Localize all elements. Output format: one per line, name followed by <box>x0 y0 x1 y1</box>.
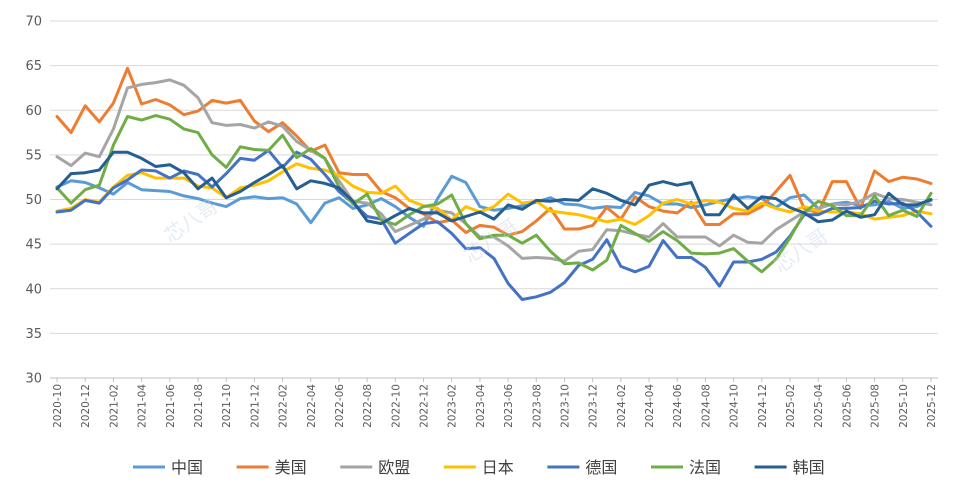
legend-label: 德国 <box>585 458 617 477</box>
x-tick-label: 2024-02 <box>616 384 628 428</box>
x-tick-label: 2024-06 <box>672 384 684 428</box>
legend-label: 美国 <box>275 458 307 477</box>
legend-label: 法国 <box>689 458 721 477</box>
x-tick-label: 2025-10 <box>898 384 910 428</box>
x-tick-label: 2021-12 <box>249 384 261 428</box>
x-tick-label: 2022-06 <box>334 384 346 428</box>
x-tick-label: 2024-08 <box>700 384 712 428</box>
gridlines <box>50 20 938 379</box>
legend-label: 日本 <box>482 458 514 477</box>
x-tick-label: 2020-12 <box>80 384 92 428</box>
x-tick-label: 2025-08 <box>870 384 882 428</box>
x-tick-label: 2020-10 <box>52 384 64 428</box>
x-tick-label: 2021-10 <box>221 384 233 428</box>
x-tick-label: 2024-12 <box>757 384 769 428</box>
x-tick-label: 2025-12 <box>926 384 938 428</box>
y-tick-label: 55 <box>25 148 42 163</box>
x-tick-label: 2024-10 <box>729 384 741 428</box>
y-tick-label: 35 <box>25 327 42 342</box>
x-tick-label: 2024-04 <box>644 384 656 428</box>
x-tick-label: 2021-04 <box>137 384 149 428</box>
series-line-德国 <box>55 148 933 301</box>
y-tick-label: 40 <box>25 282 42 297</box>
x-tick-label: 2022-10 <box>390 384 402 428</box>
x-tick-label: 2025-04 <box>813 384 825 428</box>
x-tick-label: 2022-02 <box>278 384 290 428</box>
x-tick-label: 2025-02 <box>785 384 797 428</box>
series-line-欧盟 <box>55 78 933 263</box>
y-tick-label: 70 <box>25 15 42 30</box>
y-tick-label: 50 <box>25 193 42 208</box>
series-lines <box>55 66 933 301</box>
x-tick-label: 2023-10 <box>559 384 571 428</box>
x-tick-label: 2023-04 <box>475 384 487 428</box>
series-line-韩国 <box>55 150 933 226</box>
y-axis-ticks: 30 35 40 45 50 55 60 65 70 <box>25 15 42 387</box>
legend-label: 欧盟 <box>378 458 410 477</box>
x-tick-label: 2022-08 <box>362 384 374 428</box>
x-tick-label: 2023-08 <box>531 384 543 428</box>
x-tick-label: 2025-06 <box>841 384 853 428</box>
x-tick-label: 2022-12 <box>419 384 431 428</box>
x-tick-label: 2023-02 <box>447 384 459 428</box>
y-tick-label: 45 <box>25 238 42 253</box>
legend-label: 中国 <box>171 458 203 477</box>
x-tick-label: 2021-02 <box>108 384 120 428</box>
legend: 中国 美国 欧盟 日本 德国 法国 韩国 <box>133 458 825 477</box>
x-tick-label: 2023-06 <box>503 384 515 428</box>
x-tick-label: 2021-06 <box>165 384 177 428</box>
legend-label: 韩国 <box>793 458 825 477</box>
x-axis-ticks: 2020-10 2020-12 2021-02 2021-04 2021-06 2021-… <box>52 378 938 428</box>
series-line-法国 <box>55 114 933 274</box>
y-tick-label: 65 <box>25 59 42 74</box>
y-tick-label: 60 <box>25 104 42 119</box>
series-line-中国 <box>55 174 933 228</box>
y-tick-label: 30 <box>25 372 42 387</box>
x-tick-label: 2022-04 <box>306 384 318 428</box>
x-tick-label: 2023-12 <box>588 384 600 428</box>
x-tick-label: 2021-08 <box>193 384 205 428</box>
